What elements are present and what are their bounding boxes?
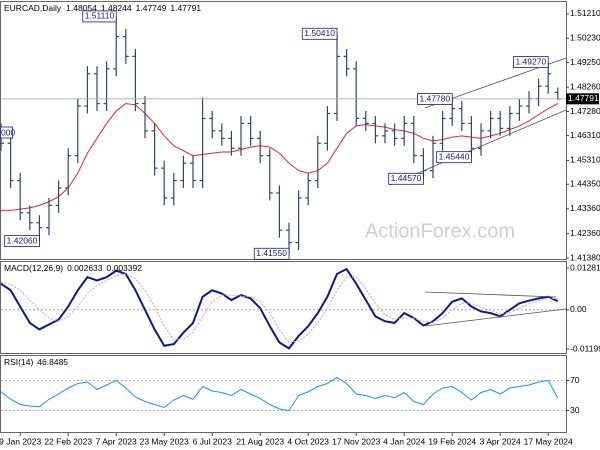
annotation-box [301,27,338,40]
edge-annotation-box [0,126,13,139]
annotation-box [417,93,453,105]
channel-lower [389,109,567,186]
annotation: 1.44570 [388,172,424,185]
x-tick-label: 21 Aug 2023 [236,436,284,446]
y-tick-label: 1.50230 [570,33,600,43]
y-tick-label: -0.011993 [570,343,600,353]
y-tick-label: 1.47280 [570,106,600,116]
x-tick-label: 9 Jan 2023 [0,436,41,446]
macd-trend-lower [424,308,567,327]
indicator-line [0,267,559,350]
annotation: 1.45440 [436,151,472,164]
macd-header: MACD(12,26,9) 0.002633 0.003392 [4,263,142,273]
annotation: 1.41550 [253,247,290,260]
annotation-label: 1.45440 [439,151,470,161]
moving-average [1,103,559,211]
indicator-line [0,376,559,412]
x-tick-label: 7 Apr 2023 [96,436,137,446]
annotation-label: 1.47780 [419,93,450,103]
macd-panel [0,261,567,354]
x-tick-label: 3 Apr 2024 [480,436,521,446]
x-tick-label: 22 Feb 2023 [44,436,92,446]
macd-last: 0.002633 [67,263,103,273]
y-tick-label: 1.48260 [570,81,600,91]
y-tick-label: 1.42360 [570,228,600,238]
x-tick-label: 4 Jan 2024 [383,436,425,446]
rsi-title: RSI(14) [4,357,33,367]
signal-last: 0.003392 [107,263,143,273]
price-header: EURCAD,Daily 1.48054 1.48244 1.47749 1.47791 [4,3,201,13]
header-low: 1.47749 [136,3,167,13]
annotation-label: 1.44570 [391,173,422,183]
annotation: 1.51110 [82,10,117,23]
annotation-label: 1.41550 [256,248,287,258]
macd-title: MACD(12,26,9) [4,263,63,273]
x-tick-label: 17 Nov 2023 [332,436,380,446]
header-high: 1.48244 [101,3,132,13]
symbol-title: EURCAD,Daily [4,3,62,13]
y-tick-label: 0.012811 [570,262,600,272]
y-tick-label: 1.43360 [570,203,600,213]
x-tick-label: 23 May 2023 [140,436,189,446]
annotation-label: 1.42060 [7,235,38,245]
annotation: 1.50410 [301,27,338,40]
y-tick-label: 1.41380 [570,252,600,262]
annotation-box [4,235,40,248]
annotation: 1.42060 [4,235,40,248]
x-tick-label: 19 Feb 2024 [428,436,476,446]
rsi-panel [0,355,567,433]
current-price-label: 1.47791 [568,93,599,103]
y-tick-label: 30 [570,405,580,415]
annotation-label: 1.50410 [304,28,335,38]
x-tick-label: 6 Jul 2023 [193,436,232,446]
y-tick-label: 1.44350 [570,179,600,189]
y-tick-label: 1.51210 [570,8,600,18]
indicator-line [0,273,558,344]
annotation-box [436,151,472,164]
annotation-box [513,56,549,68]
annotation-box [388,172,424,185]
y-tick-label: 1.46310 [570,130,600,140]
header-open: 1.48054 [66,3,97,13]
rsi-header: RSI(14) 46.8485 [4,357,68,367]
y-tick-label: 1.49250 [570,57,600,67]
edge-annotation: 000 [1,127,15,137]
macd-trend-upper [424,291,557,298]
header-close: 1.47791 [170,3,201,13]
x-tick-label: 17 May 2024 [524,436,573,446]
y-tick-label: 1.45310 [570,155,600,165]
annotation: 1.47780 [417,93,453,105]
annotation: 1.49270 [513,56,549,68]
rsi-last: 46.8485 [37,357,68,367]
x-tick-label: 4 Oct 2023 [287,436,329,446]
y-tick-label: 70 [570,375,580,385]
annotation-label: 1.51110 [85,11,115,21]
annotation-box [82,10,117,23]
y-tick-label: 0.00 [570,304,587,314]
current-price-box [566,93,599,105]
annotation-label: 1.49270 [515,56,546,66]
watermark: ActionForex.com [365,220,515,242]
annotation-box [253,247,290,260]
